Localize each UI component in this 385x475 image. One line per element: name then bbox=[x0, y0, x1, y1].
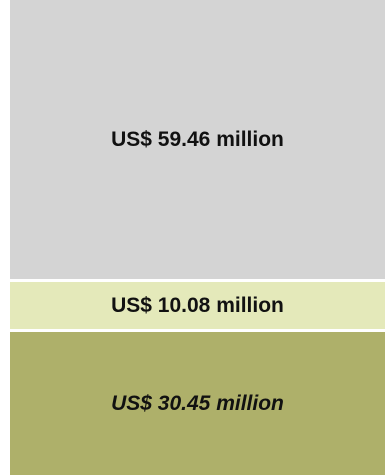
segment-value-label: US$ 30.45 million bbox=[111, 391, 284, 415]
segment-divider bbox=[10, 329, 385, 332]
bar-segment-3: US$ 30.45 million bbox=[10, 332, 385, 475]
stacked-bar: US$ 59.46 million US$ 10.08 million US$ 30… bbox=[10, 0, 385, 475]
bar-segment-1: US$ 59.46 million bbox=[10, 0, 385, 279]
segment-value-label: US$ 59.46 million bbox=[111, 127, 284, 151]
segment-value-label: US$ 10.08 million bbox=[111, 293, 284, 317]
segment-divider bbox=[10, 279, 385, 282]
bar-segment-2: US$ 10.08 million bbox=[10, 282, 385, 329]
